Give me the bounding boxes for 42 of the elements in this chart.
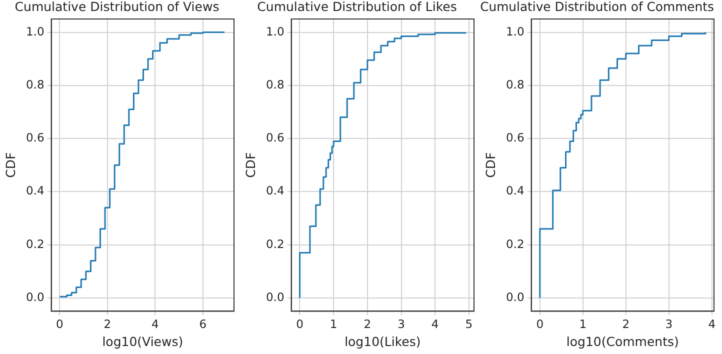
- x-axis-title: log10(Comments): [566, 334, 679, 349]
- chart-title: Cumulative Distribution of Comments: [480, 0, 714, 14]
- y-tick-label: 0.8: [26, 77, 44, 92]
- x-axis-title: log10(Likes): [344, 334, 421, 349]
- x-tick-label: 0: [536, 317, 544, 332]
- x-tick-label: 3: [398, 317, 405, 332]
- y-tick-label: 0.8: [266, 77, 284, 92]
- x-tick-label: 4: [431, 317, 439, 332]
- y-tick-label: 0.0: [506, 290, 524, 304]
- y-tick-label: 0.2: [266, 236, 284, 251]
- y-tick-label: 0.6: [26, 130, 44, 145]
- chart-title: Cumulative Distribution of Views: [14, 0, 220, 14]
- x-tick-label: 2: [622, 317, 630, 332]
- x-tick-label: 0: [296, 317, 304, 332]
- y-axis-title: CDF: [2, 152, 18, 178]
- y-axis-title: CDF: [242, 152, 258, 178]
- x-tick-label: 2: [104, 317, 112, 332]
- x-tick-label: 0: [56, 317, 64, 332]
- x-tick-label: 4: [708, 317, 716, 332]
- y-tick-label: 0.4: [506, 184, 524, 198]
- x-tick-label: 2: [364, 317, 372, 332]
- y-tick-label: 0.0: [26, 290, 44, 304]
- x-tick-label: 1: [330, 317, 338, 332]
- y-tick-label: 0.6: [266, 130, 284, 145]
- x-tick-label: 4: [152, 317, 159, 332]
- y-tick-label: 0.2: [26, 236, 44, 251]
- y-axis-title: CDF: [482, 152, 498, 178]
- x-tick-label: 5: [465, 317, 473, 332]
- y-tick-label: 0.8: [506, 77, 524, 92]
- y-tick-label: 0.4: [26, 184, 44, 198]
- y-tick-label: 1.0: [266, 24, 284, 38]
- y-tick-label: 1.0: [506, 24, 524, 38]
- chart-title: Cumulative Distribution of Likes: [257, 0, 457, 14]
- y-tick-label: 1.0: [26, 24, 44, 38]
- y-tick-label: 0.4: [266, 184, 284, 198]
- y-tick-label: 0.2: [506, 236, 524, 251]
- y-tick-label: 0.6: [506, 130, 524, 145]
- x-axis-title: log10(Views): [102, 334, 184, 349]
- y-tick-label: 0.0: [266, 290, 284, 304]
- x-tick-label: 3: [665, 317, 673, 332]
- x-tick-label: 6: [199, 317, 207, 332]
- x-tick-label: 1: [579, 317, 587, 332]
